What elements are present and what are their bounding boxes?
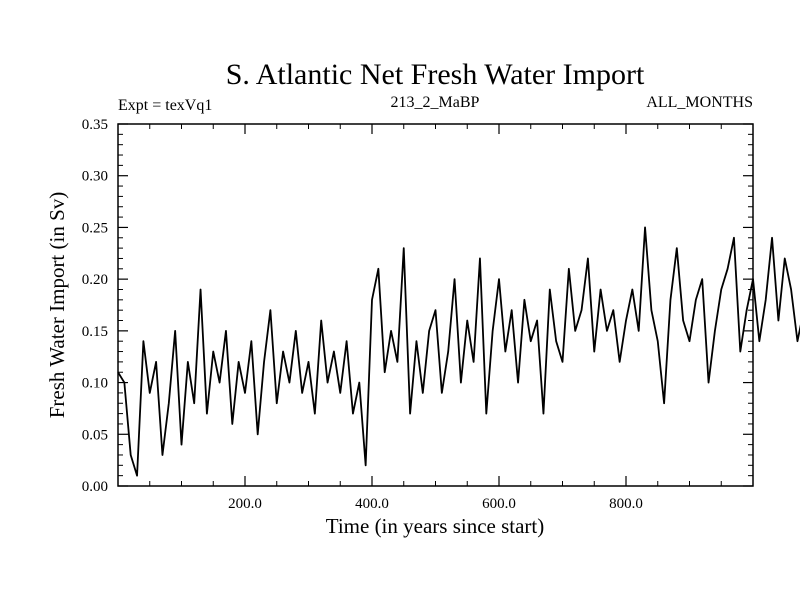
y-tick-label: 0.10 — [82, 376, 108, 392]
y-tick-label: 0.30 — [82, 169, 108, 185]
subtitle-months: ALL_MONTHS — [646, 94, 753, 111]
subtitle-run-id: 213_2_MaBP — [391, 94, 480, 111]
chart-title: S. Atlantic Net Fresh Water Import — [226, 58, 645, 91]
data-series-line — [117, 226, 800, 477]
subtitle-experiment: Expt = texVq1 — [118, 97, 212, 114]
x-tick-label: 800.0 — [609, 496, 643, 512]
x-axis-label: Time (in years since start) — [326, 514, 545, 538]
y-axis-label: Fresh Water Import (in Sv) — [45, 192, 69, 419]
plot-frame — [117, 123, 754, 487]
y-tick-label: 0.00 — [82, 479, 108, 495]
x-tick-label: 600.0 — [482, 496, 516, 512]
y-tick-label: 0.25 — [82, 220, 108, 236]
x-tick-label: 200.0 — [228, 496, 262, 512]
y-tick-label: 0.20 — [82, 272, 108, 288]
y-tick-label: 0.05 — [82, 427, 108, 443]
x-tick-label: 400.0 — [355, 496, 389, 512]
y-tick-label: 0.15 — [82, 324, 108, 340]
y-tick-label: 0.35 — [82, 117, 108, 133]
